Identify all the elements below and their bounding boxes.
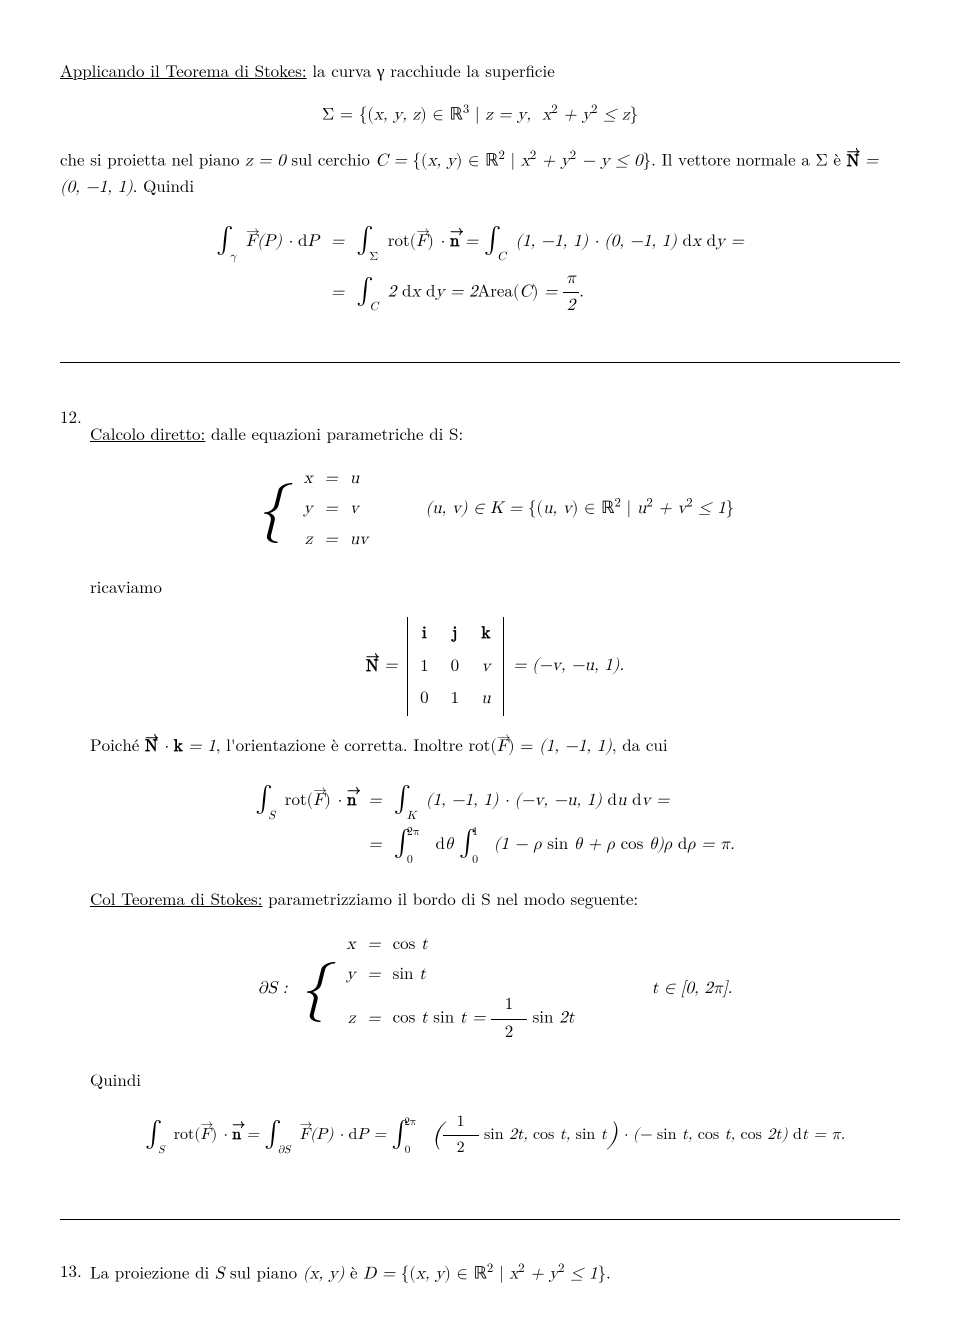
eq-final: ∫S rot(F) · n = ∫∂S F(P) · dP = ∫02π (12… [90,1110,900,1161]
para-col-stokes-rest: parametrizziamo il bordo di S nel modo s… [262,886,638,910]
det-k: k [471,619,500,649]
para-stokes-intro: Applicando il Teorema di Stokes: la curv… [60,57,900,83]
label-calcolo-diretto: Calcolo diretto: [90,421,205,445]
item-12-intro: Calcolo diretto: dalle equazioni paramet… [90,420,900,446]
eq-b1-mid2: = [325,264,350,322]
eq-system2: ∂S : { x=cos t y=sin t z=cos t sin t = 1… [90,930,900,1048]
item-12-intro-rest: dalle equazioni parametriche di S: [205,421,463,445]
para-projection: che si proietta nel piano z = 0 sul cerc… [60,147,900,201]
label-ricaviamo: ricaviamo [90,573,900,599]
frac-num-pi: π [563,266,579,293]
det-21: 1 [441,684,470,714]
eq-sigma: Σ = {(x, y, z) ∈ ℝ3 | z = y, x2 + y2 ≤ z… [60,101,900,129]
eq-b2-mid2: = [362,823,387,867]
eq-b1-mid1: = [325,220,350,264]
eq-block2: ∫S rot(F) · n = ∫K (1, −1, 1) · (−v, −u,… [90,779,900,868]
label-col-stokes: Col Teorema di Stokes: [90,886,262,910]
eq-block1: ∫γ F(P) · dP = ∫Σ rot(F) · n = ∫C (1, −1… [60,220,900,322]
det-j: j [441,619,470,649]
item-13: 13. La proiezione di S sul piano (x, y) … [60,1260,900,1288]
para-col-stokes: Col Teorema di Stokes: parametrizziamo i… [90,885,900,911]
divider-1 [60,362,900,363]
det-20: 0 [410,684,439,714]
para-orientation: Poiché N · k = 1, l'orientazione è corre… [90,734,900,760]
eq-system1: { x=u y=v z=uv (u, v) ∈ K = {(u, v) ∈ ℝ2… [90,464,900,555]
item-13-number: 13. [60,1260,90,1288]
text-intro-rest: la curva γ racchiude la superficie [307,58,555,82]
eq-b2-mid1: = [362,779,387,823]
eq-determinant: N = ijk 10v 01u = (−v, −u, 1). [90,617,900,716]
divider-2 [60,1219,900,1220]
det-i: i [410,619,439,649]
det-11: 0 [441,652,470,682]
label-quindi: Quindi [90,1066,900,1092]
item-12: 12. Calcolo diretto: dalle equazioni par… [60,403,900,1179]
item-12-number: 12. [60,403,90,1179]
det-10: 1 [410,652,439,682]
label-applicando: Applicando il Teorema di Stokes: [60,58,307,82]
frac-den-2: 2 [563,293,579,319]
